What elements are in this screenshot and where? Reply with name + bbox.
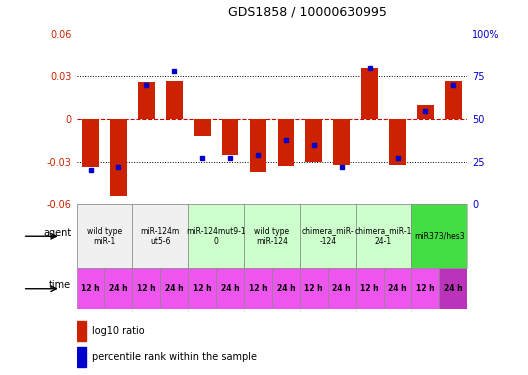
FancyBboxPatch shape — [356, 204, 411, 268]
Bar — [194, 119, 211, 136]
Text: GSM37609: GSM37609 — [225, 206, 234, 247]
Bar — [278, 119, 294, 166]
Text: time: time — [49, 280, 71, 290]
Text: miR373/hes3: miR373/hes3 — [414, 232, 465, 241]
Text: log10 ratio: log10 ratio — [92, 326, 145, 336]
Text: GDS1858 / 10000630995: GDS1858 / 10000630995 — [229, 6, 387, 19]
Bar — [417, 105, 434, 119]
FancyBboxPatch shape — [105, 268, 133, 309]
Text: GSM37601: GSM37601 — [281, 206, 290, 247]
FancyBboxPatch shape — [300, 204, 356, 268]
FancyBboxPatch shape — [244, 268, 272, 309]
Text: 24 h: 24 h — [388, 284, 407, 293]
Text: GSM37603: GSM37603 — [337, 206, 346, 247]
Bar — [110, 119, 127, 196]
Text: 12 h: 12 h — [137, 284, 156, 293]
Text: GSM37611: GSM37611 — [449, 206, 458, 247]
FancyBboxPatch shape — [216, 268, 244, 309]
Text: GSM37599: GSM37599 — [114, 206, 123, 247]
FancyBboxPatch shape — [411, 204, 439, 268]
FancyBboxPatch shape — [356, 204, 383, 268]
Bar — [361, 68, 378, 119]
Text: chimera_miR-
-124: chimera_miR- -124 — [301, 226, 354, 246]
Text: 12 h: 12 h — [360, 284, 379, 293]
FancyBboxPatch shape — [161, 204, 188, 268]
Bar — [445, 81, 461, 119]
Text: GSM37610: GSM37610 — [421, 206, 430, 247]
Text: 12 h: 12 h — [81, 284, 100, 293]
Text: wild type
miR-1: wild type miR-1 — [87, 226, 122, 246]
FancyBboxPatch shape — [272, 268, 300, 309]
Text: 24 h: 24 h — [165, 284, 184, 293]
FancyBboxPatch shape — [188, 204, 244, 268]
Text: 24 h: 24 h — [277, 284, 295, 293]
FancyBboxPatch shape — [356, 268, 383, 309]
Text: 12 h: 12 h — [193, 284, 211, 293]
Bar — [77, 347, 86, 368]
Bar — [138, 82, 155, 119]
FancyBboxPatch shape — [77, 268, 105, 309]
Text: 24 h: 24 h — [444, 284, 463, 293]
FancyBboxPatch shape — [216, 204, 244, 268]
Text: miR-124mut9-1
0: miR-124mut9-1 0 — [186, 226, 246, 246]
Bar — [222, 119, 239, 154]
Text: 24 h: 24 h — [109, 284, 128, 293]
Text: GSM37606: GSM37606 — [142, 206, 151, 247]
Text: GSM37602: GSM37602 — [309, 206, 318, 247]
Text: wild type
miR-124: wild type miR-124 — [254, 226, 289, 246]
Text: GSM37598: GSM37598 — [86, 206, 95, 247]
FancyBboxPatch shape — [188, 268, 216, 309]
FancyBboxPatch shape — [161, 268, 188, 309]
FancyBboxPatch shape — [439, 204, 467, 268]
Text: GSM37607: GSM37607 — [169, 206, 179, 247]
FancyBboxPatch shape — [244, 204, 272, 268]
FancyBboxPatch shape — [300, 204, 328, 268]
Text: GSM37604: GSM37604 — [365, 206, 374, 247]
Text: percentile rank within the sample: percentile rank within the sample — [92, 352, 257, 362]
Text: GSM37608: GSM37608 — [197, 206, 206, 247]
Text: 12 h: 12 h — [416, 284, 435, 293]
Bar — [77, 321, 86, 341]
Text: agent: agent — [43, 228, 71, 237]
FancyBboxPatch shape — [244, 204, 300, 268]
FancyBboxPatch shape — [383, 268, 411, 309]
Bar — [82, 119, 99, 167]
Text: miR-124m
ut5-6: miR-124m ut5-6 — [140, 226, 180, 246]
FancyBboxPatch shape — [328, 268, 356, 309]
Text: GSM37600: GSM37600 — [253, 206, 262, 247]
FancyBboxPatch shape — [133, 268, 161, 309]
Bar — [166, 81, 183, 119]
Text: 24 h: 24 h — [221, 284, 239, 293]
FancyBboxPatch shape — [133, 204, 188, 268]
FancyBboxPatch shape — [439, 268, 467, 309]
FancyBboxPatch shape — [133, 204, 161, 268]
FancyBboxPatch shape — [188, 204, 216, 268]
FancyBboxPatch shape — [383, 204, 411, 268]
FancyBboxPatch shape — [77, 204, 105, 268]
FancyBboxPatch shape — [411, 268, 439, 309]
Text: 12 h: 12 h — [249, 284, 267, 293]
Text: 12 h: 12 h — [305, 284, 323, 293]
Bar — [333, 119, 350, 165]
Text: GSM37605: GSM37605 — [393, 206, 402, 247]
Bar — [389, 119, 406, 165]
FancyBboxPatch shape — [77, 204, 133, 268]
Text: 24 h: 24 h — [333, 284, 351, 293]
Text: chimera_miR-1
24-1: chimera_miR-1 24-1 — [355, 226, 412, 246]
FancyBboxPatch shape — [272, 204, 300, 268]
FancyBboxPatch shape — [105, 204, 133, 268]
Bar — [250, 119, 266, 172]
Bar — [305, 119, 322, 162]
FancyBboxPatch shape — [300, 268, 328, 309]
FancyBboxPatch shape — [328, 204, 356, 268]
FancyBboxPatch shape — [411, 204, 467, 268]
